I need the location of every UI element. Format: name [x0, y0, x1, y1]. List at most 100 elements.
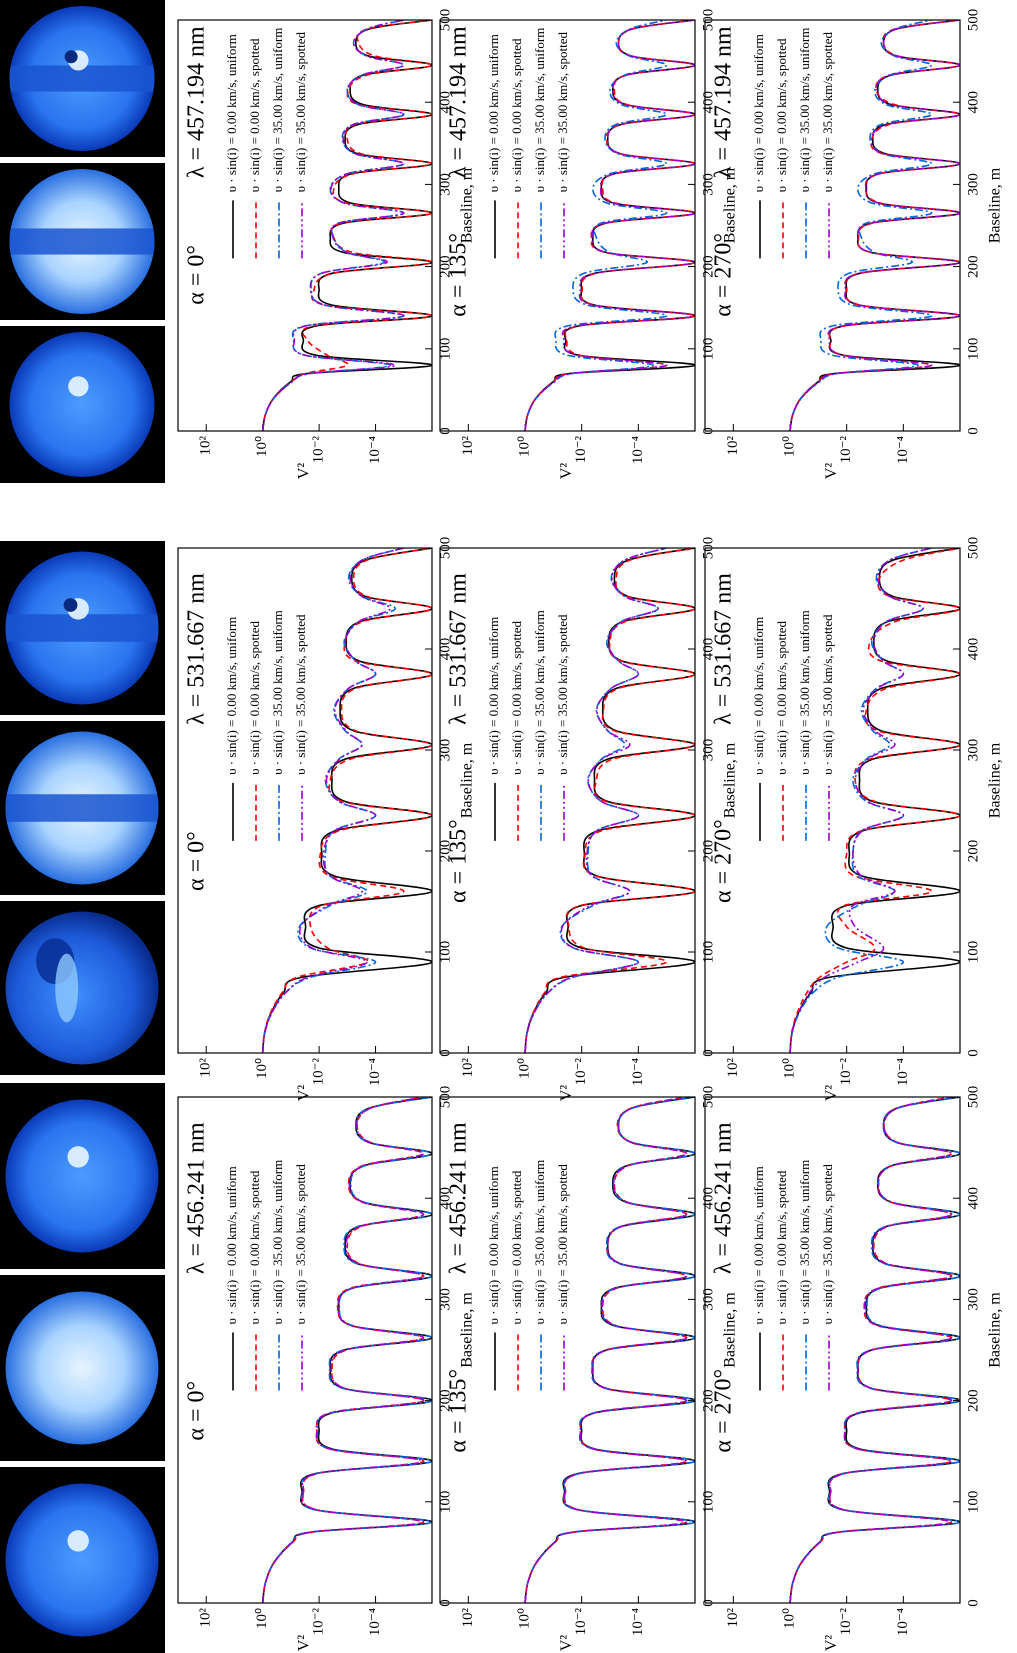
- y-tick-label: 10²: [725, 1608, 741, 1628]
- y-tick-label: 10⁻⁴: [367, 1608, 383, 1636]
- series-line: [263, 1097, 432, 1603]
- panel-annotation: λ = 457.194 nm: [184, 26, 210, 178]
- y-tick-label: 10⁰: [254, 436, 270, 457]
- curves: [263, 1097, 432, 1603]
- x-axis-label: Baseline, m: [987, 1292, 1004, 1368]
- legend-label: υ · sin(i) = 0.00 km/s, spotted: [247, 38, 262, 192]
- star-image: [0, 1467, 165, 1653]
- plot-panel: 010020030040050010²10⁰10⁻²10⁻⁴Baseline, …: [178, 537, 476, 1101]
- figure: 0 100 200 300 400 500 10² 10⁰ 10⁻² 10⁻⁴ Baseline, …: [0, 0, 1017, 1653]
- legend-label: υ · sin(i) = 0.00 km/s, uniform: [486, 617, 501, 775]
- star-features: [10, 228, 155, 254]
- y-tick-label: 10²: [725, 436, 741, 456]
- panel-annotation: λ = 531.667 nm: [446, 573, 472, 725]
- y-tick-label: 10⁻⁴: [895, 1608, 911, 1636]
- legend-label: υ · sin(i) = 35.00 km/s, uniform: [270, 28, 285, 193]
- series-line: [790, 548, 960, 1053]
- star-image: [0, 1083, 165, 1269]
- curves: [525, 1097, 695, 1603]
- star-image: [0, 163, 165, 320]
- x-tick-label: 100: [700, 1491, 716, 1514]
- curves: [790, 1097, 960, 1603]
- y-axis-label: V²: [296, 463, 313, 480]
- x-tick-label: 400: [965, 638, 981, 661]
- legend-label: υ · sin(i) = 0.00 km/s, uniform: [751, 1166, 766, 1324]
- x-tick-label: 100: [965, 338, 981, 361]
- y-tick-label: 10⁻⁴: [367, 1058, 383, 1086]
- series-line: [790, 548, 960, 1053]
- y-tick-label: 10⁻⁴: [630, 436, 646, 464]
- star-features: [6, 794, 159, 822]
- y-tick-label: 10⁰: [516, 1058, 532, 1079]
- bright-region: [55, 954, 78, 1023]
- y-tick-label: 10⁰: [781, 436, 797, 457]
- y-tick-label: 10⁻²: [573, 1058, 589, 1086]
- x-tick-label: 500: [965, 9, 981, 32]
- x-tick-label: 100: [700, 941, 716, 964]
- legend-label: υ · sin(i) = 0.00 km/s, uniform: [751, 617, 766, 775]
- legend-label: υ · sin(i) = 35.00 km/s, uniform: [532, 1160, 547, 1325]
- y-tick-label: 10²: [198, 436, 214, 456]
- star-image: [0, 326, 165, 483]
- y-axis-label: V²: [823, 1635, 840, 1652]
- legend-label: υ · sin(i) = 35.00 km/s, spotted: [555, 1164, 570, 1325]
- y-tick-label: 10⁰: [781, 1058, 797, 1079]
- rotated-figure: 0 100 200 300 400 500 10² 10⁰ 10⁻² 10⁻⁴ Baseline, …: [0, 0, 1004, 1653]
- legend-label: υ · sin(i) = 35.00 km/s, spotted: [293, 32, 308, 193]
- legend-label: υ · sin(i) = 35.00 km/s, spotted: [820, 1164, 835, 1325]
- y-tick-label: 10⁻²: [311, 436, 327, 464]
- legend-label: υ · sin(i) = 35.00 km/s, spotted: [293, 614, 308, 775]
- x-tick-label: 300: [965, 1288, 981, 1311]
- x-axis-label: Baseline, m: [987, 742, 1004, 818]
- y-tick-label: 10⁰: [516, 1608, 532, 1629]
- x-axis-label: Baseline, m: [987, 167, 1004, 243]
- panel-annotation: α = 270°: [711, 1369, 737, 1453]
- plot-panel: 010020030040050010²10⁰10⁻²10⁻⁴Baseline, …: [440, 1086, 739, 1651]
- y-tick-label: 10⁻⁴: [630, 1058, 646, 1086]
- panel-annotation: α = 135°: [446, 1369, 472, 1453]
- y-axis-label: V²: [558, 1635, 575, 1652]
- y-axis-label: V²: [823, 463, 840, 480]
- legend-label: υ · sin(i) = 35.00 km/s, uniform: [797, 610, 812, 775]
- series-line: [263, 1097, 424, 1603]
- x-axis-label: Baseline, m: [722, 742, 739, 818]
- y-tick-label: 10²: [198, 1608, 214, 1628]
- panel-annotation: α = 270°: [711, 819, 737, 903]
- star-image: [0, 721, 165, 895]
- legend-label: υ · sin(i) = 35.00 km/s, spotted: [820, 32, 835, 193]
- y-tick-label: 10²: [460, 1608, 476, 1628]
- x-tick-label: 500: [965, 537, 981, 560]
- y-tick-label: 10⁻²: [838, 1058, 854, 1086]
- series-line: [525, 548, 695, 1053]
- legend-label: υ · sin(i) = 35.00 km/s, uniform: [532, 610, 547, 775]
- legend-label: υ · sin(i) = 0.00 km/s, spotted: [247, 1170, 262, 1324]
- legend-label: υ · sin(i) = 0.00 km/s, spotted: [509, 1170, 524, 1324]
- panel-annotation: α = 0°: [184, 245, 210, 305]
- curves: [790, 20, 960, 431]
- x-tick-label: 0: [965, 427, 981, 435]
- x-axis-label: Baseline, m: [459, 742, 476, 818]
- star-disk: [10, 332, 155, 477]
- legend-label: υ · sin(i) = 35.00 km/s, spotted: [555, 614, 570, 775]
- y-tick-label: 10⁻⁴: [367, 436, 383, 464]
- x-tick-label: 100: [700, 338, 716, 361]
- dark-band: [6, 794, 159, 822]
- legend-label: υ · sin(i) = 0.00 km/s, uniform: [224, 617, 239, 775]
- y-tick-label: 10⁻⁴: [630, 1608, 646, 1636]
- panel-annotation: λ = 456.241 nm: [446, 1122, 472, 1274]
- legend-label: υ · sin(i) = 0.00 km/s, spotted: [509, 38, 524, 192]
- x-tick-label: 0: [965, 1599, 981, 1607]
- x-tick-label: 400: [965, 91, 981, 114]
- y-tick-label: 10⁻²: [838, 1608, 854, 1636]
- y-tick-label: 10⁻²: [311, 1608, 327, 1636]
- legend-label: υ · sin(i) = 35.00 km/s, spotted: [820, 614, 835, 775]
- dark-band: [10, 228, 155, 254]
- panel-annotation: λ = 457.194 nm: [711, 26, 737, 178]
- series-line: [525, 548, 695, 1053]
- x-tick-label: 200: [965, 1389, 981, 1412]
